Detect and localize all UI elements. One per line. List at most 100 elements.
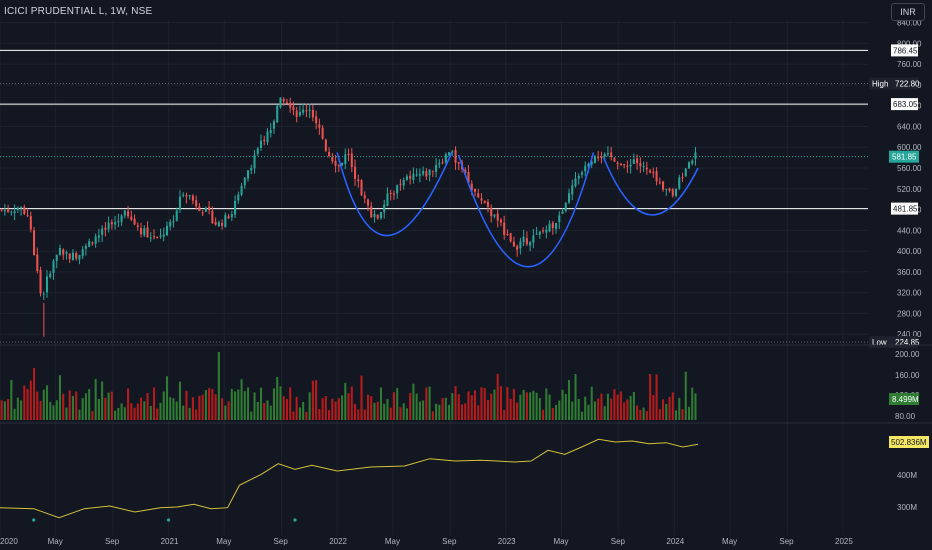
candle-body (75, 253, 78, 259)
volume-bar (84, 393, 87, 420)
candle-body (211, 210, 214, 224)
volume-bar (136, 403, 139, 420)
candle-body (444, 154, 447, 163)
volume-bar (402, 403, 405, 420)
volume-bar (665, 403, 668, 420)
currency-button[interactable]: INR (891, 3, 925, 21)
candle-body (441, 162, 444, 164)
volume-bar (568, 379, 571, 420)
candle-body (402, 180, 405, 186)
candle-body (532, 235, 535, 243)
candle-body (451, 151, 454, 153)
volume-bar (49, 401, 52, 420)
candle-body (610, 152, 613, 158)
candle-body (422, 170, 425, 175)
volume-bar (7, 399, 10, 420)
volume-bar (140, 397, 143, 420)
candle-body (94, 236, 97, 244)
cup-pattern-curve (602, 157, 699, 216)
candle-body (486, 201, 489, 207)
volume-bar (379, 387, 382, 420)
volume-bar (392, 392, 395, 420)
candle-body (55, 255, 58, 262)
volume-bar (243, 391, 246, 420)
candle-body (250, 167, 253, 171)
candle-body (234, 200, 237, 215)
volume-bar (123, 407, 126, 420)
candle-body (279, 97, 282, 108)
level-label-box (891, 98, 918, 111)
volume-bar (71, 395, 74, 420)
volume-bar (191, 397, 194, 420)
price-axis (868, 0, 932, 550)
indicator-line (0, 438, 699, 519)
volume-bar (101, 381, 104, 420)
volume-bar (636, 405, 639, 420)
candle-body (684, 168, 687, 177)
price-tick-label: 640.00 (897, 122, 922, 131)
volume-bar (230, 388, 233, 420)
candle-body (104, 227, 107, 230)
candle-body (366, 199, 370, 206)
candle-body (341, 162, 344, 166)
volume-bar (29, 380, 32, 420)
volume-bar (684, 371, 687, 420)
candle-body (140, 228, 143, 235)
volume-bar (20, 400, 23, 420)
candle-body (266, 131, 269, 143)
candle-body (7, 209, 10, 213)
volume-bar (542, 409, 545, 420)
candle-body (438, 163, 441, 165)
candle-body (285, 102, 288, 104)
candle-body (272, 121, 276, 129)
candle-body (600, 155, 603, 159)
volume-bar (512, 388, 515, 420)
candle-body (149, 237, 152, 239)
volume-bar (347, 393, 350, 420)
volume-bar (68, 390, 71, 420)
volume-bar (58, 375, 62, 420)
volume-bar (91, 411, 94, 420)
candle-body (642, 166, 645, 168)
candle-body (221, 222, 224, 226)
candle-body (522, 236, 525, 242)
candle-body (370, 206, 373, 218)
candle-body (354, 166, 357, 179)
volume-bar (694, 393, 697, 420)
volume-bar (548, 394, 551, 420)
x-tick-label: 2020 (0, 537, 18, 546)
volume-bar (564, 393, 567, 420)
candle-body (425, 171, 428, 177)
volume-bar (396, 388, 399, 420)
candle-body (159, 235, 162, 237)
candle-body (587, 163, 590, 167)
volume-bar (201, 394, 204, 420)
volume-bar (626, 399, 629, 420)
volume-bar (480, 387, 483, 420)
volume-bar (211, 388, 214, 420)
x-tick-label: 2024 (666, 537, 684, 546)
volume-bar (493, 389, 496, 420)
volume-bar (282, 396, 285, 420)
volume-bar (483, 388, 486, 420)
candle-body (558, 215, 561, 222)
volume-bar (522, 389, 525, 420)
volume-bar (65, 407, 68, 420)
candle-body (127, 211, 130, 217)
x-tick-label: Sep (442, 537, 457, 546)
volume-bar (308, 392, 311, 420)
volume-bar (357, 409, 360, 420)
volume-bar (178, 381, 181, 420)
candle-body (519, 241, 522, 249)
candle-body (379, 211, 382, 219)
candle-body (182, 194, 185, 196)
candle-body (198, 206, 201, 212)
candle-body (324, 139, 327, 151)
x-tick-label: 2022 (329, 537, 347, 546)
candle-body (165, 225, 169, 236)
candle-body (649, 170, 652, 173)
volume-bar (422, 400, 425, 420)
candle-body (162, 234, 165, 237)
candle-body (298, 112, 301, 116)
